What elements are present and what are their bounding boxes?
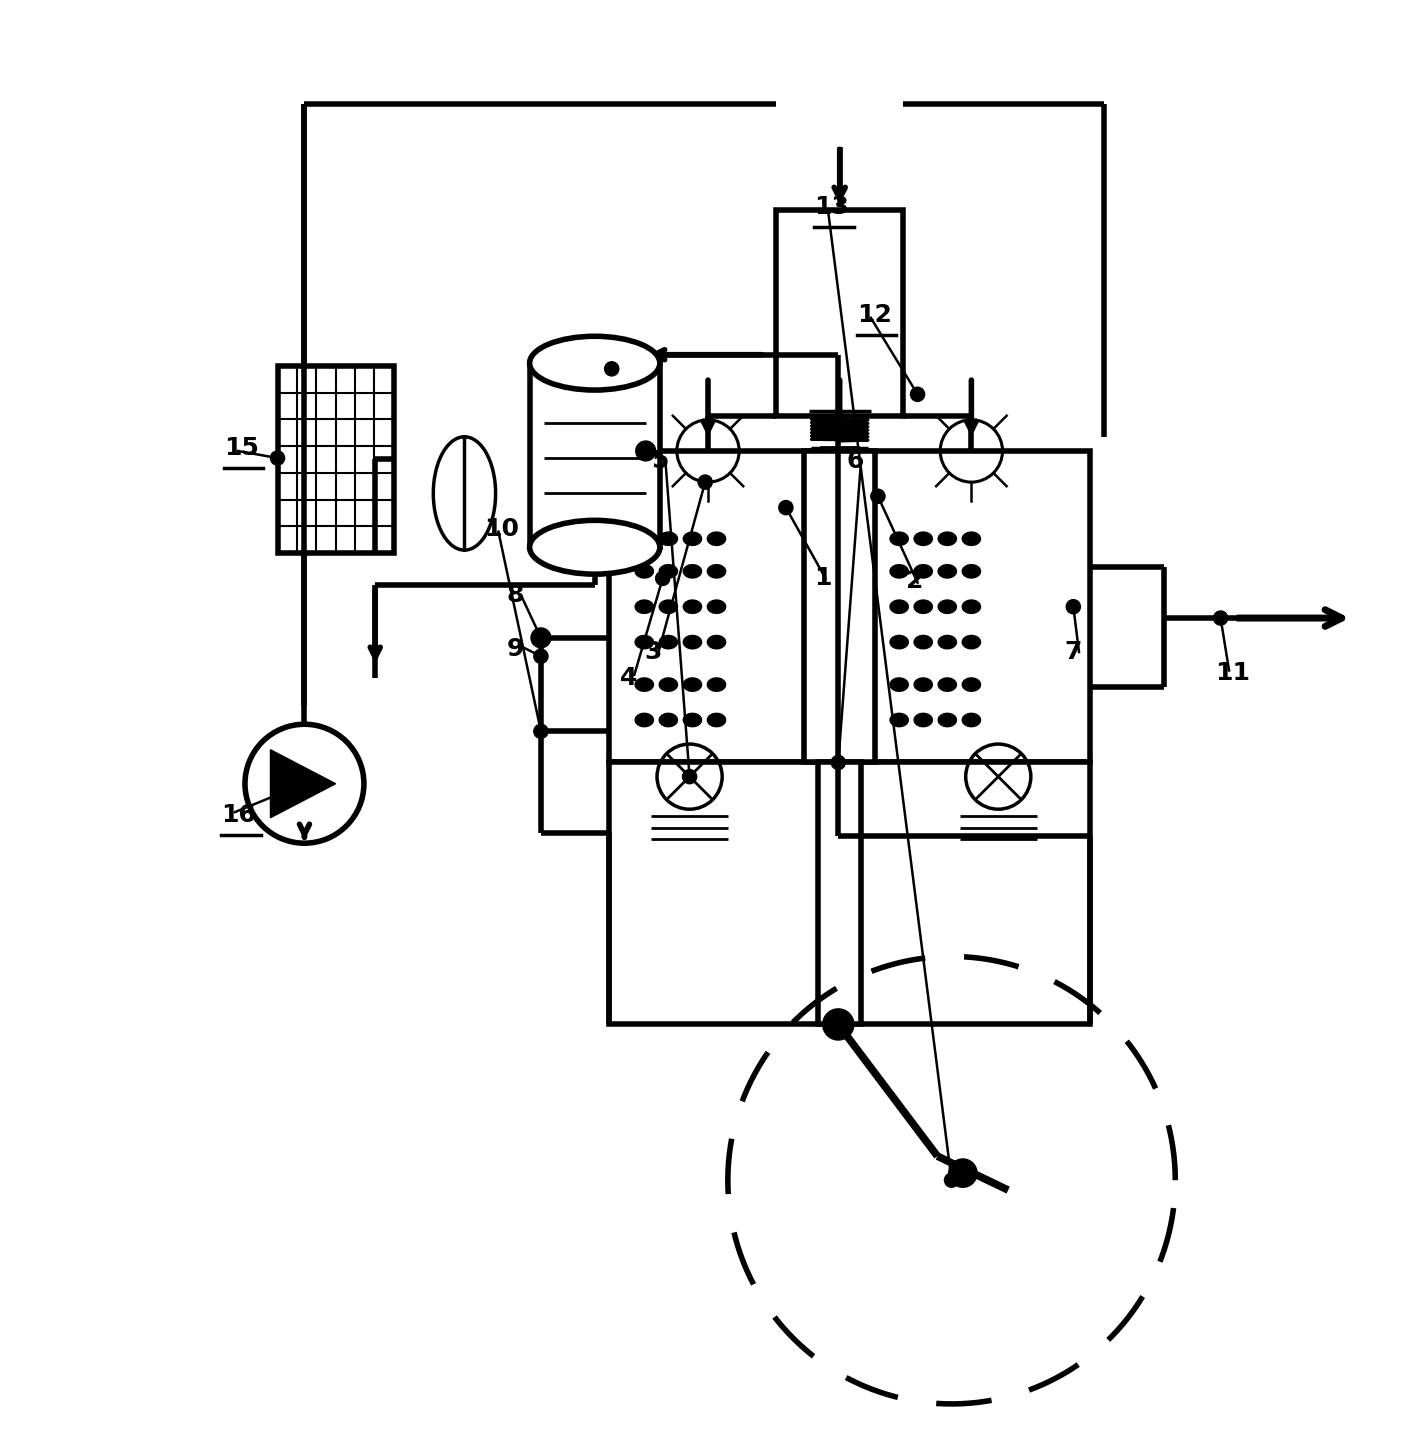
Bar [818,763,861,1024]
Text: 16: 16 [221,804,256,827]
Polygon shape [889,635,909,649]
Bar [804,451,875,763]
Polygon shape [707,599,726,613]
Polygon shape [658,677,678,693]
Polygon shape [913,599,933,613]
Polygon shape [961,531,981,546]
Polygon shape [913,677,933,693]
Text: 13: 13 [814,196,850,219]
Ellipse shape [530,337,660,390]
Polygon shape [707,677,726,693]
Text: 2: 2 [906,569,923,593]
Text: 14: 14 [583,337,619,361]
Circle shape [297,776,312,791]
Circle shape [823,1009,854,1040]
Circle shape [831,756,845,769]
Polygon shape [961,677,981,693]
Polygon shape [961,564,981,579]
Circle shape [270,451,285,465]
Polygon shape [961,713,981,727]
Bar [821,446,858,465]
Polygon shape [658,713,678,727]
Text: 3: 3 [644,639,661,664]
Polygon shape [937,677,957,693]
Circle shape [656,572,670,586]
Bar [609,451,1090,763]
Bar [609,763,1090,1024]
Text: 6: 6 [847,449,864,472]
Polygon shape [889,677,909,693]
Circle shape [636,441,656,461]
Circle shape [534,649,548,664]
Polygon shape [683,677,702,693]
Bar [776,210,903,416]
Text: 5: 5 [651,449,668,472]
Circle shape [683,769,697,783]
Text: 7: 7 [1065,639,1082,664]
Polygon shape [961,635,981,649]
Circle shape [944,1174,959,1187]
Circle shape [871,490,885,504]
Polygon shape [658,564,678,579]
Polygon shape [937,599,957,613]
Polygon shape [658,531,678,546]
Polygon shape [658,599,678,613]
Polygon shape [634,564,654,579]
Ellipse shape [530,520,660,575]
Circle shape [534,631,548,645]
Polygon shape [634,635,654,649]
Polygon shape [707,564,726,579]
Polygon shape [889,599,909,613]
Bar [530,363,660,547]
Polygon shape [707,713,726,727]
Text: 9: 9 [507,636,524,661]
Polygon shape [961,599,981,613]
Text: 11: 11 [1215,661,1250,685]
Polygon shape [634,599,654,613]
Polygon shape [937,713,957,727]
Circle shape [910,387,925,402]
Polygon shape [937,564,957,579]
Polygon shape [270,750,336,818]
Polygon shape [913,635,933,649]
Polygon shape [658,635,678,649]
Circle shape [698,475,712,490]
Circle shape [949,1159,977,1187]
Bar [278,366,394,553]
Polygon shape [683,635,702,649]
Polygon shape [683,564,702,579]
Text: 1: 1 [814,566,831,590]
Polygon shape [889,531,909,546]
Circle shape [1214,611,1228,625]
Text: 4: 4 [620,665,637,690]
Polygon shape [683,599,702,613]
Polygon shape [683,713,702,727]
Polygon shape [889,564,909,579]
Circle shape [531,628,551,648]
Polygon shape [889,713,909,727]
Text: 15: 15 [224,436,259,461]
Circle shape [605,361,619,376]
Polygon shape [913,713,933,727]
Polygon shape [634,531,654,546]
Polygon shape [683,531,702,546]
Text: 8: 8 [507,583,524,608]
Polygon shape [913,531,933,546]
Polygon shape [913,564,933,579]
Polygon shape [707,635,726,649]
Circle shape [534,724,548,739]
Polygon shape [937,635,957,649]
Polygon shape [937,531,957,546]
Polygon shape [634,677,654,693]
Circle shape [779,501,793,514]
Polygon shape [634,713,654,727]
Text: 10: 10 [484,517,520,541]
Text: 12: 12 [857,302,892,327]
Polygon shape [707,531,726,546]
Circle shape [1066,599,1080,613]
